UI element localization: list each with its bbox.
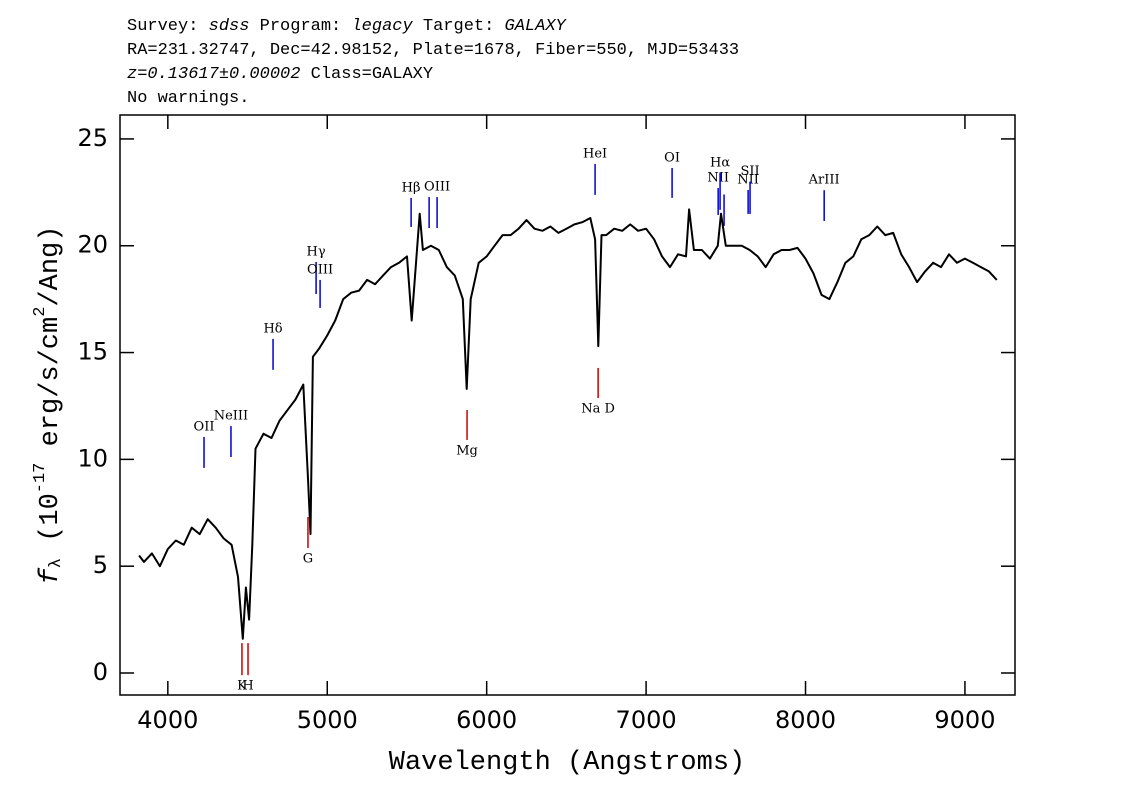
x-tick-label: 6000 (456, 706, 517, 734)
y-tick-label: 25 (77, 124, 108, 152)
plot-frame (119, 114, 1016, 696)
y-tick-label: 0 (93, 658, 108, 686)
y-tick-label: 5 (93, 551, 108, 579)
line-marker-label: G (303, 552, 313, 567)
header-line: Survey: sdss Program: legacy Target: GAL… (127, 17, 568, 36)
spectrum-line (138, 208, 998, 640)
line-marker-label: Hα (710, 156, 730, 171)
line-marker-label: NeIII (214, 409, 248, 424)
line-marker-label: Hγ (307, 244, 326, 259)
header-line: No warnings. (127, 89, 249, 108)
line-marker-label: K (237, 679, 247, 694)
line-marker-label: Na D (581, 402, 615, 417)
line-marker-label: Hβ (402, 180, 421, 195)
x-tick-label: 8000 (775, 706, 836, 734)
line-marker-label: Hδ (263, 321, 282, 336)
line-marker-label: NII (737, 172, 759, 187)
line-marker-label: H (242, 679, 253, 694)
y-tick-label: 15 (77, 338, 108, 366)
line-marker-label: SII (740, 164, 759, 179)
y-tick-label: 20 (77, 231, 108, 259)
line-marker-label: OII (194, 419, 215, 434)
x-axis-label: Wavelength (Angstroms) (389, 748, 745, 778)
line-marker-label: NII (707, 171, 729, 186)
line-marker-label: OIII (307, 262, 333, 277)
line-marker-label: Mg (456, 443, 478, 458)
y-axis-label: fλ (10-17 erg/s/cm2/Ang) (31, 226, 66, 585)
x-tick-label: 5000 (297, 706, 358, 734)
line-marker-label: ArIII (808, 173, 840, 188)
line-marker-label: OI (664, 150, 680, 165)
y-tick-label: 10 (77, 444, 108, 472)
header-line: z=0.13617±0.00002 Class=GALAXY (127, 65, 433, 84)
line-marker-label: OIII (424, 180, 450, 195)
x-tick-label: 9000 (934, 706, 995, 734)
header-line: RA=231.32747, Dec=42.98152, Plate=1678, … (127, 41, 739, 60)
line-marker-label: HeI (583, 146, 607, 161)
x-tick-label: 7000 (616, 706, 677, 734)
x-tick-label: 4000 (137, 706, 198, 734)
